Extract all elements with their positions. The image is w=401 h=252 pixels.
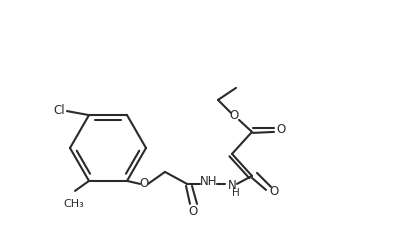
Text: O: O — [276, 123, 285, 136]
Text: NH: NH — [200, 175, 217, 188]
Text: H: H — [231, 188, 239, 198]
Text: O: O — [188, 205, 197, 218]
Text: O: O — [229, 109, 238, 122]
Text: N: N — [227, 179, 236, 193]
Text: Cl: Cl — [53, 104, 65, 117]
Text: CH₃: CH₃ — [63, 199, 84, 209]
Text: O: O — [269, 185, 278, 198]
Text: O: O — [139, 177, 148, 191]
